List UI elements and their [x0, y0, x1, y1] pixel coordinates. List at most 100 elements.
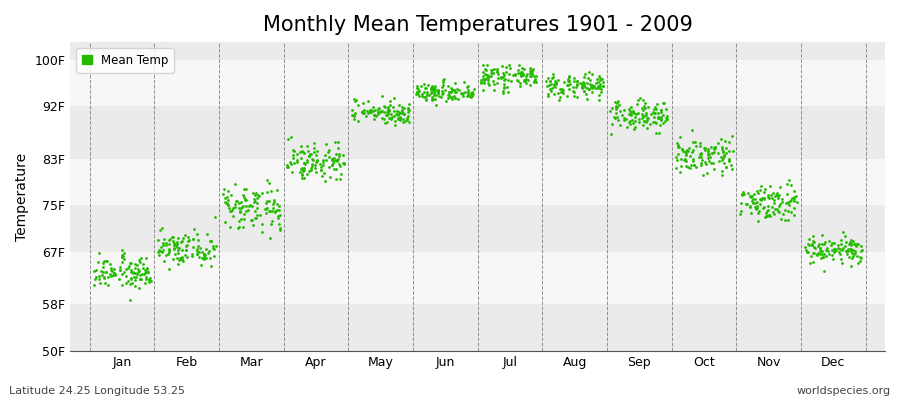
Point: [491, 71, 505, 77]
Point: [122, 260, 137, 266]
Point: [761, 207, 776, 213]
Point: [232, 200, 247, 206]
Point: [458, 89, 473, 95]
Point: [765, 195, 779, 202]
Point: [262, 208, 276, 214]
Point: [480, 75, 494, 81]
Point: [487, 66, 501, 72]
Point: [436, 90, 451, 96]
Point: [523, 65, 537, 71]
Point: [327, 166, 341, 172]
Point: [367, 112, 382, 118]
Point: [250, 192, 265, 198]
Point: [545, 71, 560, 78]
Point: [387, 108, 401, 114]
Point: [715, 146, 729, 152]
Point: [770, 192, 785, 199]
Point: [686, 156, 700, 162]
Point: [123, 296, 138, 303]
Point: [297, 161, 311, 167]
Point: [516, 71, 530, 77]
Point: [428, 102, 443, 108]
Point: [237, 194, 251, 200]
Point: [822, 238, 836, 244]
Point: [848, 248, 862, 254]
Point: [843, 246, 858, 252]
Point: [716, 148, 731, 155]
Point: [748, 204, 762, 210]
Point: [400, 115, 414, 122]
Point: [190, 231, 204, 238]
Point: [270, 215, 284, 221]
Point: [646, 119, 661, 126]
Point: [626, 117, 640, 124]
Point: [250, 204, 265, 211]
Point: [650, 100, 664, 107]
Point: [755, 205, 770, 212]
Point: [115, 252, 130, 259]
Point: [501, 89, 516, 96]
Point: [294, 166, 309, 172]
Point: [693, 140, 707, 146]
Point: [699, 170, 714, 176]
Point: [651, 113, 665, 120]
Point: [328, 157, 343, 163]
Point: [510, 77, 525, 83]
Point: [590, 85, 605, 91]
Point: [185, 252, 200, 259]
Point: [685, 148, 699, 155]
Point: [441, 95, 455, 102]
Point: [128, 270, 142, 276]
Point: [811, 250, 825, 256]
Point: [304, 166, 319, 173]
Point: [511, 70, 526, 76]
Point: [262, 198, 276, 204]
Point: [176, 235, 191, 241]
Point: [400, 117, 414, 124]
Point: [166, 246, 181, 253]
Point: [421, 92, 436, 98]
Point: [801, 241, 815, 248]
Point: [811, 243, 825, 250]
Point: [441, 92, 455, 98]
Point: [641, 104, 655, 110]
Point: [162, 248, 176, 255]
Point: [800, 248, 814, 255]
Point: [848, 241, 862, 247]
Point: [496, 85, 510, 91]
Point: [592, 80, 607, 87]
Point: [526, 73, 541, 79]
Point: [239, 203, 254, 210]
Point: [99, 258, 113, 264]
Point: [249, 211, 264, 218]
Point: [321, 147, 336, 154]
Point: [166, 240, 181, 246]
Point: [435, 87, 449, 94]
Point: [443, 94, 457, 100]
Point: [742, 203, 757, 209]
Point: [648, 110, 662, 116]
Point: [392, 115, 407, 122]
Point: [114, 247, 129, 253]
Point: [431, 88, 446, 94]
Point: [432, 92, 446, 99]
Point: [426, 96, 440, 102]
Point: [171, 246, 185, 253]
Point: [171, 261, 185, 267]
Point: [190, 247, 204, 254]
Point: [562, 82, 576, 88]
Point: [217, 186, 231, 192]
Point: [497, 84, 511, 90]
Point: [771, 195, 786, 201]
Point: [293, 143, 308, 149]
Point: [751, 210, 765, 216]
Point: [549, 80, 563, 86]
Point: [94, 268, 109, 274]
Point: [232, 218, 247, 224]
Point: [319, 141, 333, 148]
Point: [381, 104, 395, 110]
Point: [518, 78, 532, 84]
Point: [420, 82, 435, 88]
Point: [836, 245, 850, 251]
Point: [521, 77, 535, 84]
